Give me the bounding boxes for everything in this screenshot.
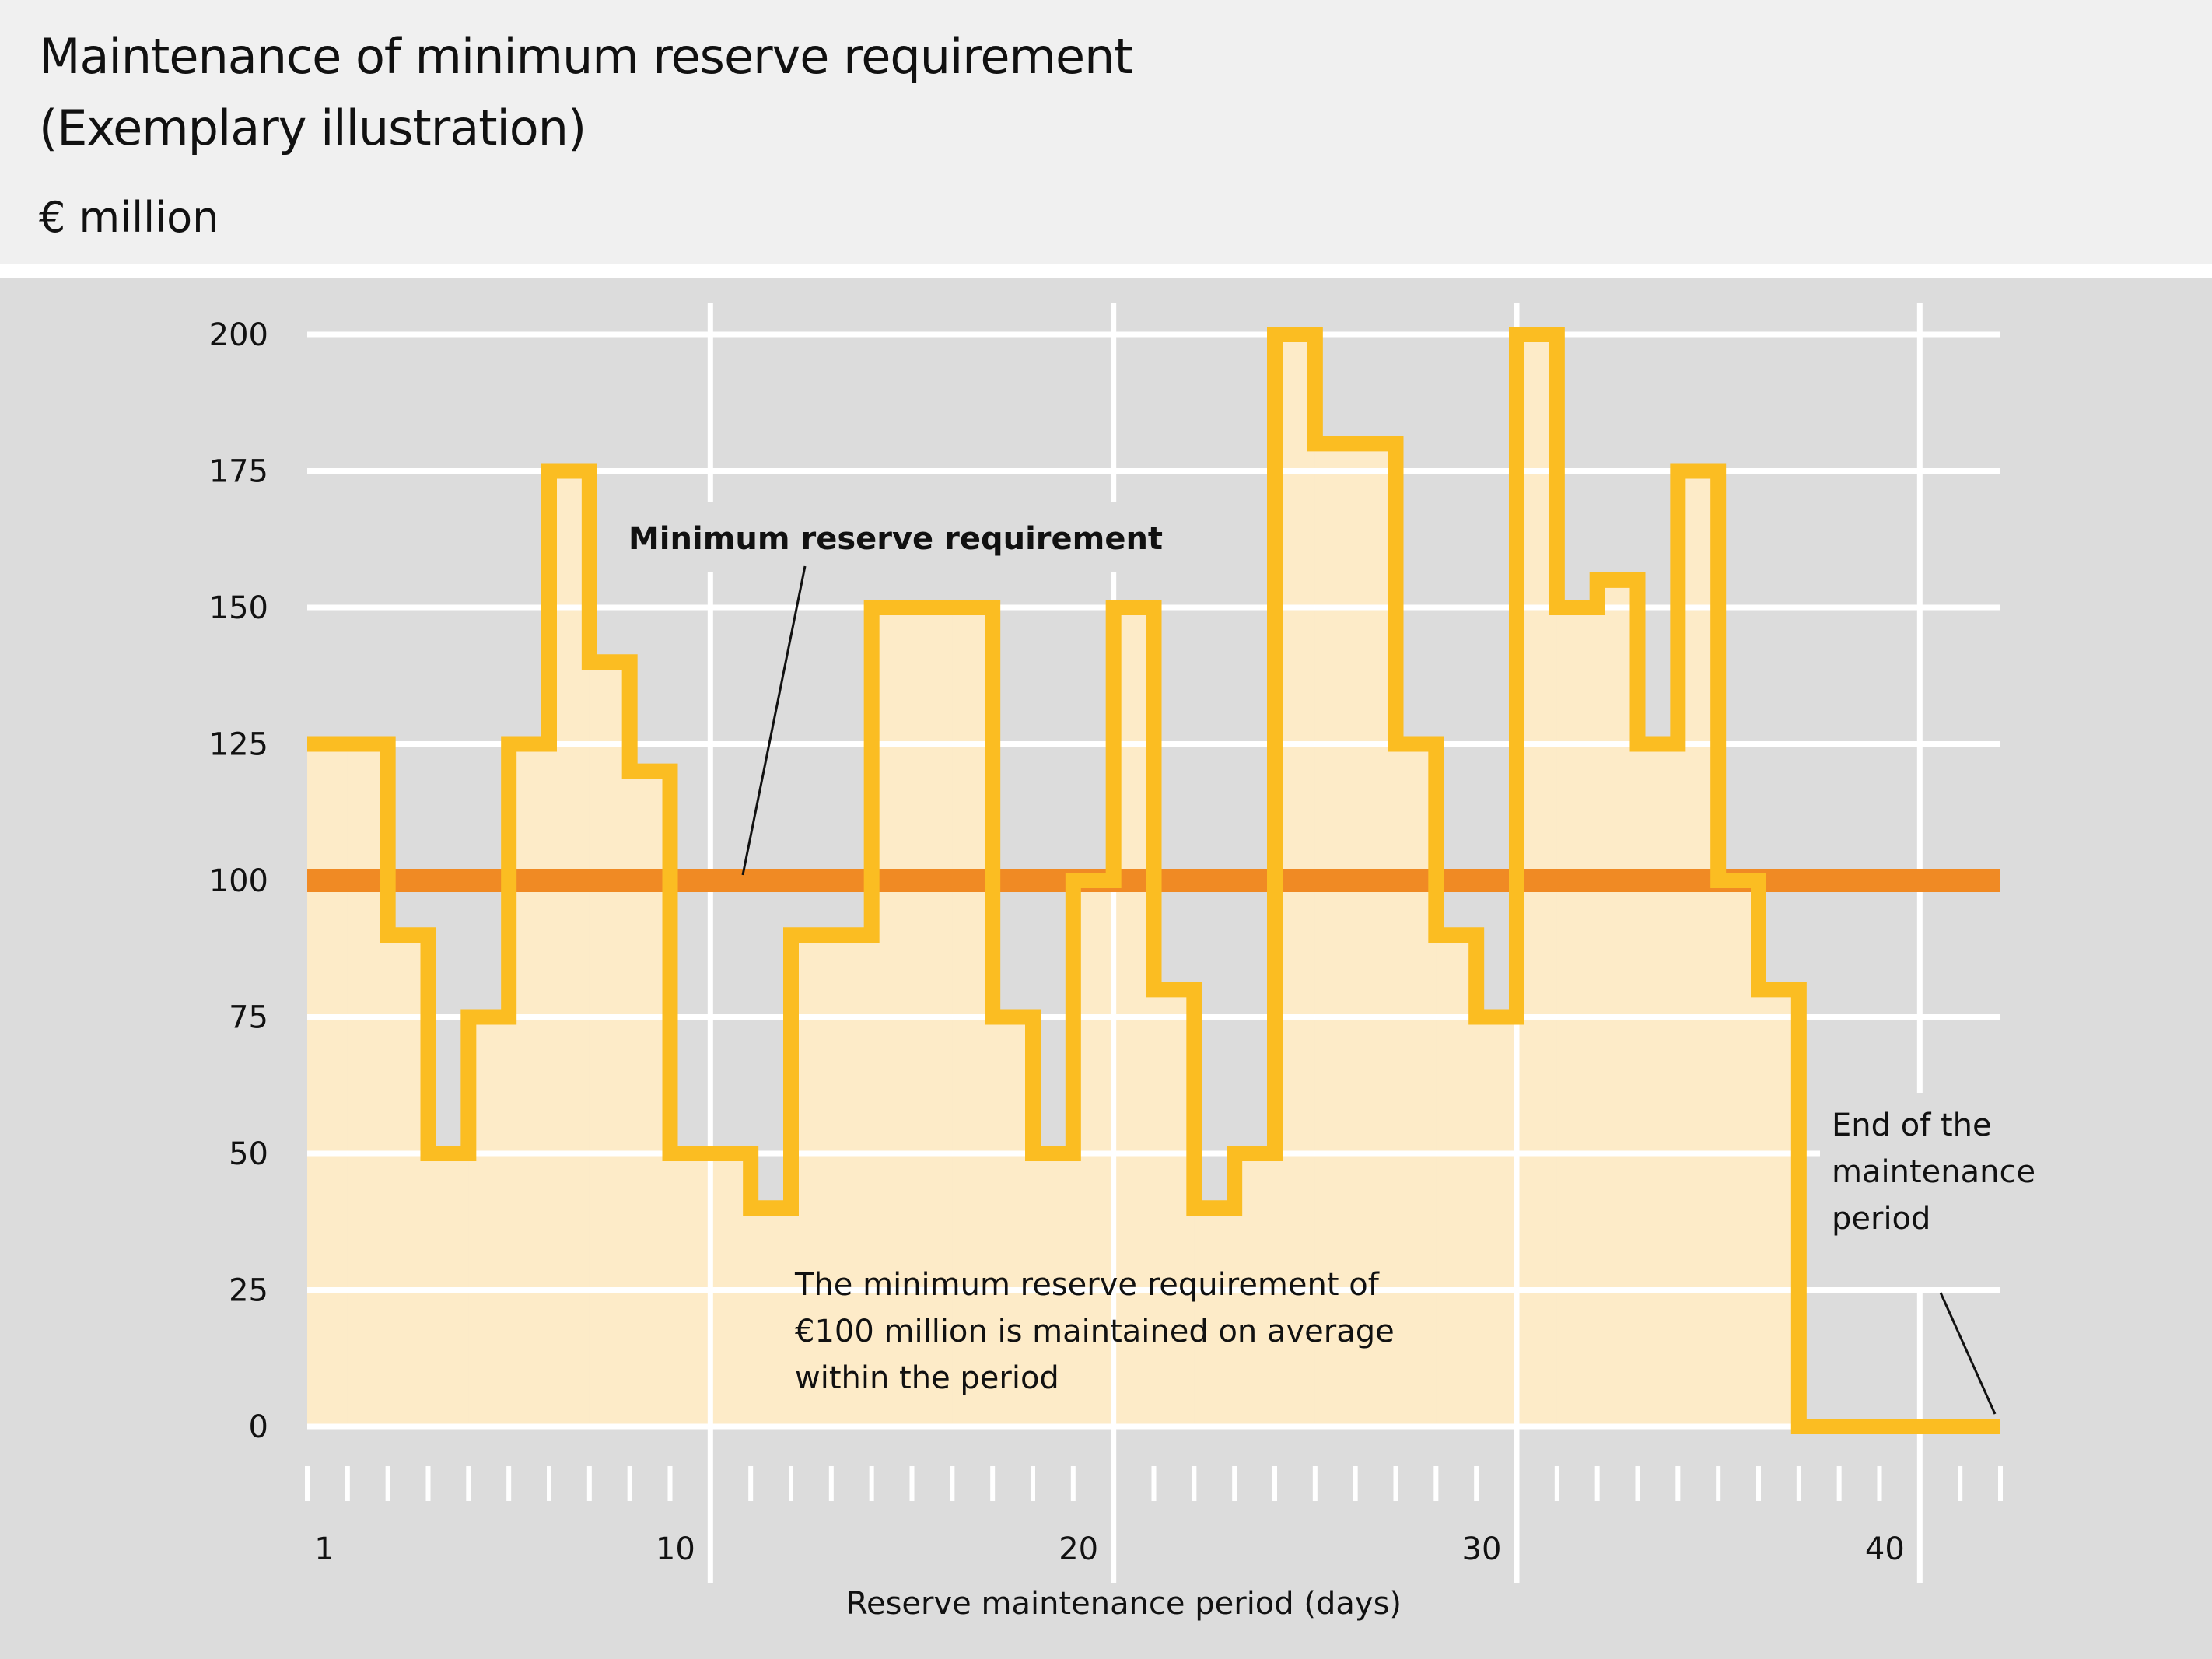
area-fill-day-1 [307,744,348,1426]
annotation-end-leader [1939,1292,1997,1415]
unit-label: € million [39,193,219,242]
x-tick-label-1: 1 [314,1531,334,1567]
annotation-end-line-3: period [1832,1201,1930,1237]
y-tick-label-50: 50 [229,1136,268,1172]
y-tick-label-75: 75 [229,1000,268,1036]
y-tick-label-25: 25 [229,1273,268,1309]
annotation-min-reserve: Minimum reserve requirement [628,521,1163,557]
y-tick-label-175: 175 [209,454,268,490]
annotation-bg [614,502,1151,572]
annotation-end-line-1: End of the [1832,1108,1992,1143]
y-tick-label-200: 200 [209,317,268,353]
x-axis-title: Reserve maintenance period (days) [846,1586,1402,1622]
area-fill-day-14 [831,935,873,1426]
annotation-end-bg [1820,1093,2046,1287]
annotation-end-line-2: maintenance [1832,1154,2035,1190]
chart-title-line-2: (Exemplary illustration) [39,100,586,156]
x-tick-label-20: 20 [1059,1531,1098,1567]
annotation-average-line-2: €100 million is maintained on average [795,1314,1395,1349]
y-tick-label-125: 125 [209,727,268,763]
reserve-holdings-step-line [307,327,2000,1434]
annotation-average-line-1: The minimum reserve requirement of [794,1267,1380,1303]
y-tick-label-0: 0 [249,1409,268,1445]
chart-title-line-1: Maintenance of minimum reserve requireme… [39,28,1133,85]
annotation-min-reserve-leader [741,565,807,876]
header-divider [0,264,2212,278]
y-tick-label-100: 100 [209,863,268,899]
area-fill-day-23 [1194,1208,1235,1426]
area-fill-day-34 [1637,744,1678,1426]
x-tick-label-10: 10 [656,1531,695,1567]
x-tick-label-40: 40 [1865,1531,1905,1567]
annotation-average-line-3: within the period [795,1360,1059,1396]
header-band: Maintenance of minimum reserve requireme… [0,0,2212,264]
area-fill-day-30 [1476,1017,1517,1426]
x-tick-label-30: 30 [1462,1531,1502,1567]
y-tick-label-150: 150 [209,590,268,626]
area-fill-day-12 [751,1208,792,1426]
area-fill-day-8 [589,662,631,1426]
